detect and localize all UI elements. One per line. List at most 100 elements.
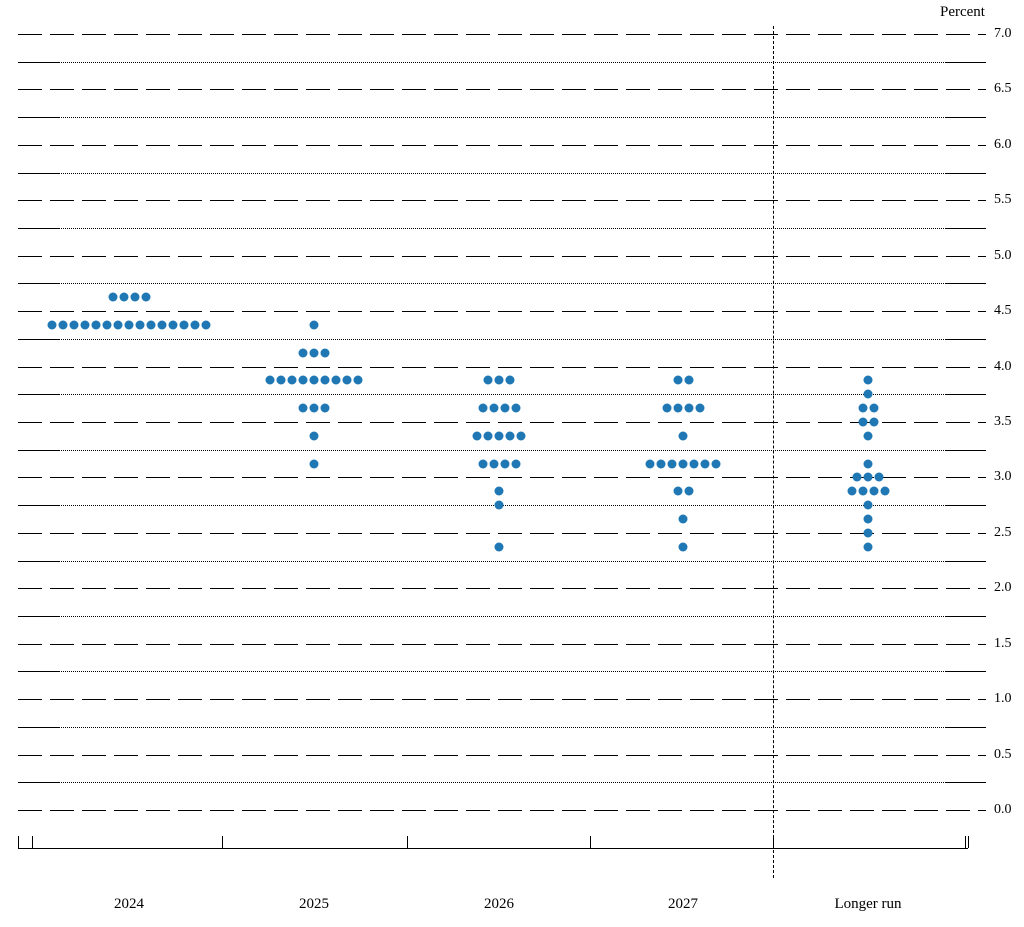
grid-major (882, 34, 906, 35)
grid-minor-stub (946, 616, 986, 617)
grid-major (978, 200, 986, 201)
grid-minor-stub (946, 228, 986, 229)
grid-major (50, 755, 74, 756)
grid-major (210, 422, 234, 423)
xtick-label: 2025 (299, 896, 329, 913)
grid-major (562, 367, 586, 368)
projection-dot (684, 376, 693, 385)
grid-major (498, 588, 522, 589)
grid-major (306, 145, 330, 146)
projection-dot (81, 321, 90, 330)
grid-major (146, 256, 170, 257)
xtick-label: 2024 (114, 896, 144, 913)
grid-major (338, 89, 362, 90)
grid-major (562, 699, 586, 700)
grid-major (978, 34, 986, 35)
grid-major (786, 755, 810, 756)
projection-dot (103, 321, 112, 330)
grid-major (594, 145, 618, 146)
grid-major (466, 533, 490, 534)
projection-dot (511, 459, 520, 468)
grid-major (850, 34, 874, 35)
grid-major (242, 422, 266, 423)
x-axis-tick (18, 836, 19, 848)
ytick-label: 2.5 (994, 525, 1012, 541)
grid-major (242, 200, 266, 201)
grid-major (530, 200, 554, 201)
grid-major (658, 644, 682, 645)
grid-major (978, 311, 986, 312)
projection-dot (310, 459, 319, 468)
projection-dot (119, 293, 128, 302)
grid-minor-stub (18, 671, 58, 672)
ytick-label: 1.0 (994, 691, 1012, 707)
grid-major (242, 588, 266, 589)
grid-major (626, 256, 650, 257)
grid-major (146, 810, 170, 811)
projection-dot (180, 321, 189, 330)
grid-major (274, 422, 298, 423)
grid-major (562, 477, 586, 478)
grid-major (370, 533, 394, 534)
grid-minor-stub (18, 505, 58, 506)
grid-major (626, 699, 650, 700)
grid-major (818, 89, 842, 90)
longer-run-divider (773, 26, 774, 878)
grid-major (466, 588, 490, 589)
grid-major (50, 699, 74, 700)
grid-major (434, 367, 458, 368)
grid-major (946, 533, 970, 534)
projection-dot (495, 542, 504, 551)
projection-dot (332, 376, 341, 385)
grid-major (338, 477, 362, 478)
grid-major (722, 256, 746, 257)
grid-major (658, 755, 682, 756)
grid-major (146, 755, 170, 756)
ytick-label: 6.0 (994, 137, 1012, 153)
grid-minor-stub (946, 782, 986, 783)
grid-minor (58, 173, 946, 174)
grid-major (402, 477, 426, 478)
grid-major (818, 422, 842, 423)
grid-major (370, 200, 394, 201)
grid-major (178, 89, 202, 90)
grid-major (530, 89, 554, 90)
grid-major (402, 145, 426, 146)
projection-dot (136, 321, 145, 330)
projection-dot (869, 404, 878, 413)
grid-major (210, 34, 234, 35)
grid-major (946, 477, 970, 478)
grid-major (690, 699, 714, 700)
grid-major (114, 699, 138, 700)
grid-major (722, 477, 746, 478)
grid-major (114, 34, 138, 35)
grid-major (50, 200, 74, 201)
grid-major (210, 367, 234, 368)
projection-dot (158, 321, 167, 330)
projection-dot (869, 418, 878, 427)
grid-major (306, 755, 330, 756)
grid-major (210, 200, 234, 201)
grid-major (338, 699, 362, 700)
grid-major (498, 644, 522, 645)
grid-major (466, 755, 490, 756)
grid-major (114, 477, 138, 478)
grid-major (210, 810, 234, 811)
grid-major (370, 755, 394, 756)
grid-major (466, 810, 490, 811)
grid-major (242, 477, 266, 478)
grid-major (658, 200, 682, 201)
grid-major (754, 755, 778, 756)
grid-major (146, 311, 170, 312)
grid-major (978, 699, 986, 700)
grid-major (178, 477, 202, 478)
projection-dot (114, 321, 123, 330)
grid-major (434, 477, 458, 478)
grid-major (178, 34, 202, 35)
grid-major (306, 34, 330, 35)
grid-major (178, 810, 202, 811)
grid-major (114, 200, 138, 201)
grid-major (50, 588, 74, 589)
grid-major (530, 533, 554, 534)
grid-major (242, 644, 266, 645)
